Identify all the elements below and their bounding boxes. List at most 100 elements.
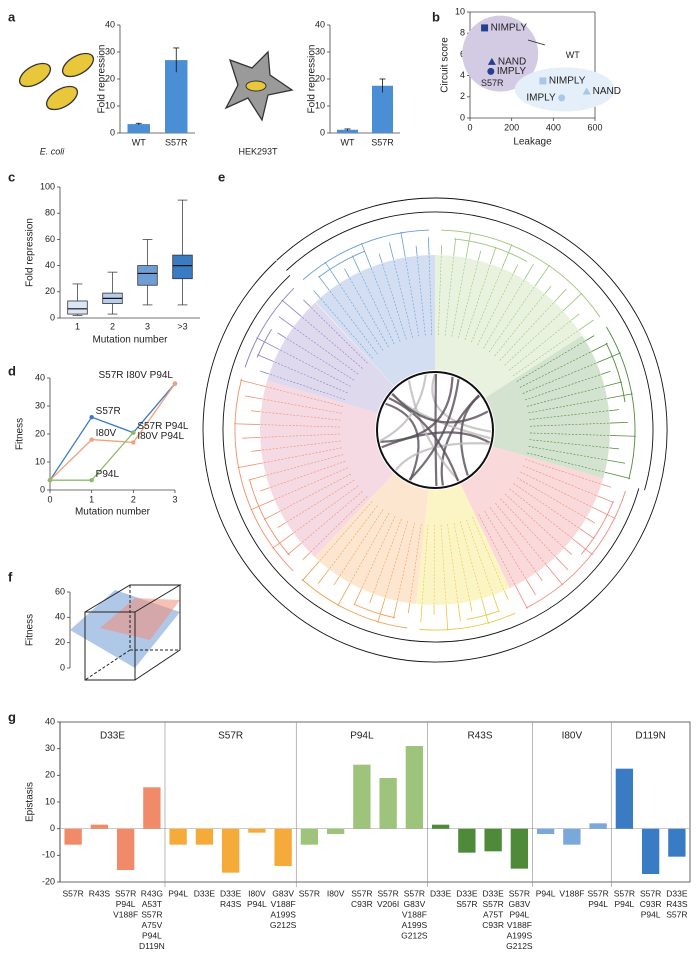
branch	[534, 264, 551, 287]
interaction-chord	[434, 373, 438, 487]
branch	[378, 253, 383, 264]
y-tick-label: 60	[45, 234, 55, 244]
branch-arc	[580, 500, 614, 555]
panel-label: f	[8, 569, 13, 584]
branch-arc	[302, 229, 430, 280]
y-tick-label: 0	[320, 127, 325, 137]
group-label: R43S	[467, 731, 492, 742]
leaf-link	[260, 411, 341, 421]
bar	[458, 828, 476, 853]
y-tick-label: 60	[55, 586, 65, 596]
branch-arc	[605, 342, 626, 403]
leaf-link	[260, 424, 341, 428]
branch	[256, 337, 280, 351]
plot-frame	[59, 721, 691, 883]
y-tick-label: -10	[42, 850, 55, 860]
leaf-link	[381, 263, 407, 340]
branch	[337, 582, 351, 607]
point-label: NAND	[593, 86, 621, 97]
branch	[562, 292, 583, 312]
bar	[372, 85, 393, 133]
x-tick-label: S57R	[482, 899, 503, 909]
branch	[257, 354, 275, 363]
cube-right	[134, 585, 181, 681]
x-tick-label: D33E	[220, 888, 242, 898]
y-tick-label: 20	[55, 637, 65, 647]
group-label: P94L	[350, 731, 374, 742]
leaf-link	[338, 283, 384, 351]
clade-wedge	[485, 335, 610, 479]
bacterium	[61, 52, 95, 78]
branch-arc	[466, 610, 500, 620]
ecoli-illustration	[18, 52, 95, 111]
leaf-link	[483, 279, 525, 349]
branch	[564, 547, 572, 555]
branch	[377, 597, 386, 623]
point	[558, 94, 566, 102]
leaf-link	[484, 510, 527, 580]
branch	[428, 237, 430, 256]
leaf-link	[269, 373, 346, 400]
branch	[607, 459, 626, 464]
x-tick-label: A199S	[507, 930, 533, 940]
leaf-link	[286, 479, 355, 523]
point	[172, 381, 178, 386]
leaf-link	[460, 521, 482, 599]
branch-arc	[234, 378, 294, 572]
x-tick-label: 0	[47, 494, 52, 504]
point-label: NIMPLY	[549, 76, 586, 87]
x-tick-label: V188F	[271, 899, 296, 909]
group-label: I80V	[562, 731, 583, 742]
y-tick-label: 30	[105, 46, 115, 56]
interaction-chord	[380, 376, 454, 443]
y-tick-label: 30	[35, 400, 45, 410]
leaf-link	[260, 433, 341, 438]
branch	[536, 572, 543, 581]
x-tick-label: S57R	[456, 899, 477, 909]
leaf-link	[293, 326, 359, 375]
x-tick-label: V188F	[559, 888, 584, 898]
branch	[393, 600, 398, 619]
leaf-link	[301, 316, 363, 369]
x-tick-label: S57R	[62, 888, 83, 898]
branch	[278, 316, 294, 328]
x-tick-label: >3	[177, 321, 187, 331]
y-axis-label: Fitness	[25, 614, 36, 646]
leaf-link	[285, 337, 355, 381]
leaf-link	[416, 255, 426, 336]
bar	[668, 828, 686, 857]
branch	[234, 423, 261, 425]
leaf-link	[458, 260, 479, 339]
line	[49, 383, 176, 481]
leaf-link	[447, 524, 459, 604]
branch-arc	[301, 578, 408, 629]
branch	[481, 598, 489, 624]
leaf-link	[464, 263, 491, 340]
point-label: NAND	[498, 56, 526, 67]
bar	[221, 828, 240, 873]
branch	[277, 332, 287, 339]
y-tick-label: 0	[110, 127, 115, 137]
bar	[379, 778, 397, 829]
point	[89, 437, 94, 442]
x-tick-label: D33E	[194, 888, 216, 898]
point-label: NIMPLY	[491, 23, 528, 34]
interaction-chord	[391, 392, 489, 424]
branch	[313, 290, 321, 299]
leaf-link	[293, 485, 359, 534]
bar	[300, 828, 319, 845]
x-tick-label: G83V	[509, 899, 531, 909]
y-axis-label: Epistasis	[25, 782, 36, 822]
branch	[277, 521, 287, 528]
leaf-link	[522, 465, 598, 497]
y-axis-label: Fold repression	[25, 218, 36, 287]
y-tick-label: 100	[40, 181, 55, 191]
group-label: D119N	[635, 731, 665, 742]
x-tick-label: P94L	[142, 930, 162, 940]
line	[49, 383, 176, 481]
leaf-link	[384, 520, 409, 598]
branch	[445, 604, 449, 631]
branch	[578, 319, 594, 331]
bar	[615, 768, 634, 829]
